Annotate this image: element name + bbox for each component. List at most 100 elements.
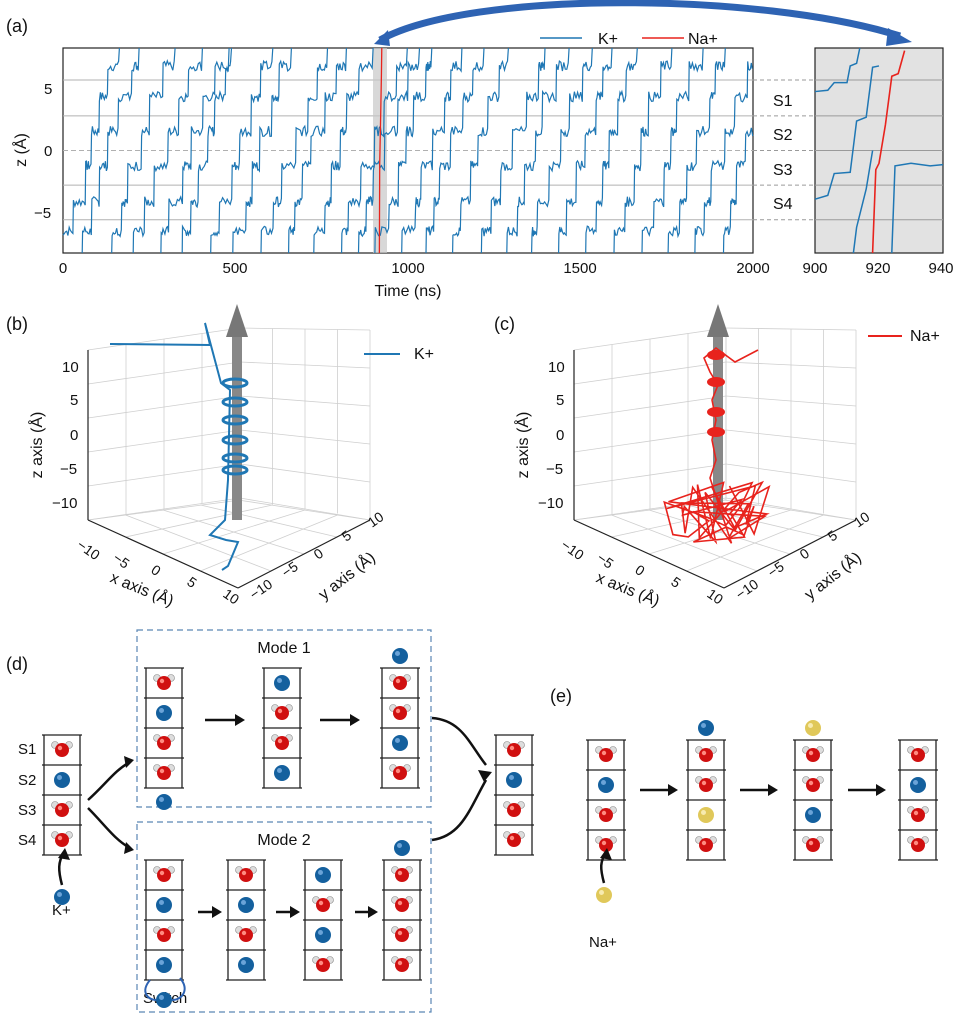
K-trace [181,47,233,254]
branch-arrow-down [87,807,131,850]
y-axis [237,519,371,589]
K-ion [805,807,821,823]
c-ztick-10: 10 [548,359,565,376]
K-highlight [159,708,164,713]
K-highlight [277,768,282,773]
water-highlight [397,900,403,906]
c-xlabel: x axis (Å) [594,568,663,611]
K-trace [613,47,673,254]
Na-path [663,346,771,545]
water-O [599,808,613,822]
panel-label-b: (b) [6,314,28,334]
water-O [395,958,409,972]
water-highlight [159,870,165,876]
grid-line [686,514,824,572]
water-O [157,676,171,690]
water-O [395,928,409,942]
water-highlight [159,738,165,744]
step-arrow-head [876,784,886,796]
a-xtick-0: 0 [59,260,67,277]
K-cluster [221,396,249,408]
water-O [316,898,330,912]
a-legend: K+ Na+ [540,31,718,48]
water-highlight [57,745,63,751]
inset-xtick-940: 940 [928,260,953,277]
water-highlight [277,738,283,744]
K-highlight [509,775,514,780]
switch-arc [144,979,157,1001]
water-O [911,748,925,762]
entry-arrow-head [58,848,70,860]
K-trace [694,61,753,254]
water-O [157,928,171,942]
K-ion [315,927,331,943]
inset-traces [814,47,944,254]
inset-Na [871,50,906,254]
a-xtick-2000: 2000 [736,260,769,277]
water-highlight [701,840,707,846]
b-ytick-2: −5 [279,558,301,580]
mode2-box [136,821,432,1013]
branch-arrow-down-head [124,842,134,854]
K-trace [401,47,463,254]
K-ion [506,772,522,788]
K-trace [81,47,140,254]
a-ytick-m5: −5 [34,205,51,222]
a-ylabel: z (Å) [11,133,30,167]
K-trace [374,47,433,254]
c-ztick-0: 0 [556,427,564,444]
water-highlight [397,930,403,936]
water-O [507,743,521,757]
water-O [699,748,713,762]
water-highlight [277,708,283,714]
water-O [157,736,171,750]
K-ion [598,777,614,793]
water-highlight [509,805,515,811]
K-highlight [913,780,918,785]
Na-cluster [707,407,725,417]
K-ion [54,772,70,788]
c-ytick-5: 10 [851,508,873,530]
K-ion [156,794,172,810]
step-arrow-head [768,784,778,796]
K-trace [210,47,274,254]
K-highlight [57,892,62,897]
b-ytick-3: 0 [311,545,327,563]
K-ion [392,648,408,664]
c-xtick-1: −10 [558,536,587,563]
water-O [239,868,253,882]
c-ytick-1: −10 [733,576,762,603]
legend-Na: Na+ [688,31,718,48]
water-O [599,748,613,762]
d-site-S4: S4 [18,832,36,849]
water-O [911,838,925,852]
water-highlight [395,768,401,774]
K-ion [156,897,172,913]
panel-label-e: (e) [550,686,572,706]
water-highlight [397,870,403,876]
K-ion [274,765,290,781]
K-ion [54,889,70,905]
water-O [911,808,925,822]
water-highlight [601,810,607,816]
zoom-arrow [378,0,902,44]
mode1-label: Mode 1 [257,640,310,657]
Na-trace [378,47,383,254]
K-highlight [241,960,246,965]
water-highlight [509,745,515,751]
b-xtick-4: 5 [184,573,200,591]
water-O [157,868,171,882]
K-ion [394,840,410,856]
site-S3: S3 [773,162,793,179]
Na-ion [698,807,714,823]
site-S4: S4 [773,196,793,213]
c-ytick-2: −5 [765,558,787,580]
water-O [806,748,820,762]
water-highlight [241,870,247,876]
panel-a-gray-lines [63,79,753,221]
inset-K-2 [814,65,880,200]
d-site-S2: S2 [18,772,36,789]
water-highlight [159,930,165,936]
b-xtick-2: −5 [110,549,132,571]
